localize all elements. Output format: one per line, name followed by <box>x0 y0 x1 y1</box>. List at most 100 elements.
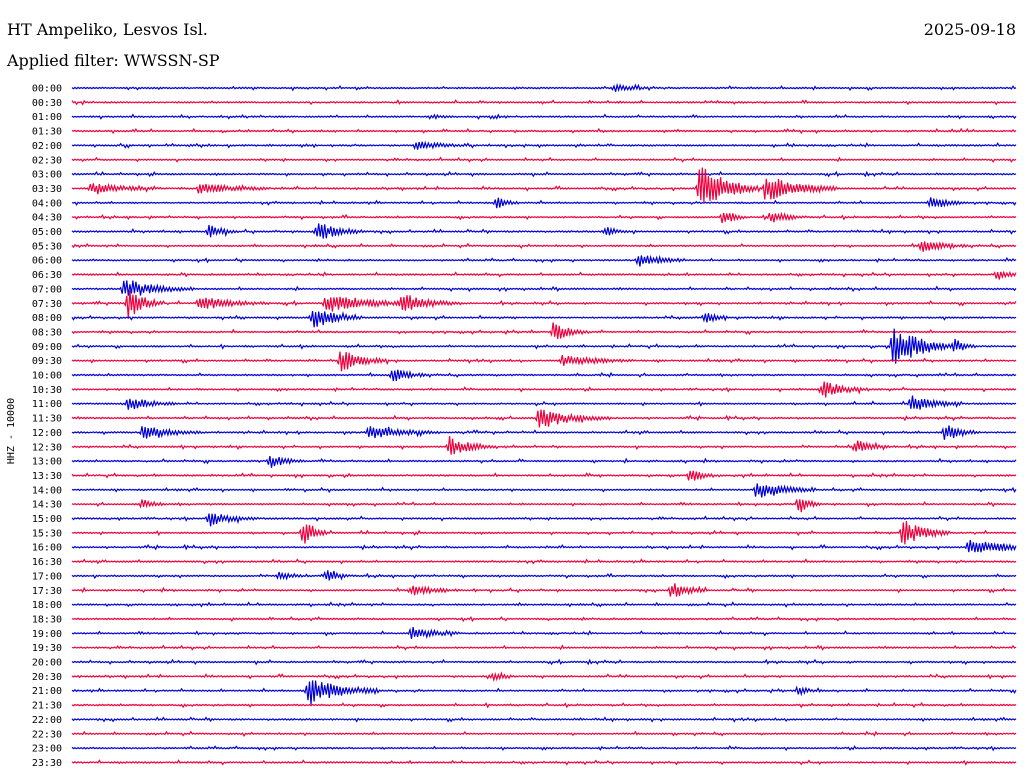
seismic-trace <box>71 499 1017 513</box>
seismic-trace <box>71 240 1017 252</box>
time-tick-label: 04:00 <box>32 198 62 209</box>
seismic-trace <box>71 156 1017 163</box>
seismic-trace <box>71 570 1017 581</box>
time-tick-label: 16:30 <box>32 557 62 568</box>
time-tick-label: 22:30 <box>32 729 62 740</box>
time-tick-label: 14:30 <box>32 500 62 511</box>
time-tick-label: 18:30 <box>32 614 62 625</box>
seismic-trace <box>71 127 1017 135</box>
time-tick-label: 10:00 <box>32 371 62 382</box>
time-tick-label: 07:00 <box>32 284 62 295</box>
time-tick-label: 02:30 <box>32 155 62 166</box>
date-label: 2025-09-18 <box>923 20 1016 39</box>
seismic-trace <box>71 601 1017 608</box>
time-tick-label: 03:30 <box>32 184 62 195</box>
time-tick-label: 14:00 <box>32 485 62 496</box>
channel-label: HHZ - 10000 <box>5 397 17 465</box>
time-tick-label: 16:00 <box>32 543 62 554</box>
time-tick-label: 19:30 <box>32 643 62 654</box>
filter-label: Applied filter: WWSSN-SP <box>7 51 220 70</box>
seismic-trace <box>71 170 1017 178</box>
time-tick-label: 10:30 <box>32 385 62 396</box>
seismic-trace <box>71 539 1017 553</box>
seismic-trace <box>71 395 1017 410</box>
seismic-trace <box>71 513 1017 527</box>
seismic-trace <box>71 369 1017 382</box>
time-tick-label: 20:30 <box>32 672 62 683</box>
seismic-trace <box>71 322 1017 340</box>
seismic-trace <box>71 627 1017 640</box>
seismic-trace <box>71 583 1017 597</box>
seismic-trace <box>71 680 1017 705</box>
time-tick-label: 22:00 <box>32 715 62 726</box>
time-tick-label: 19:00 <box>32 629 62 640</box>
seismic-trace <box>71 197 1017 209</box>
time-tick-label: 17:00 <box>32 571 62 582</box>
time-tick-label: 11:00 <box>32 399 62 410</box>
seismic-trace <box>71 483 1017 498</box>
time-tick-label: 08:00 <box>32 313 62 324</box>
time-tick-label: 11:30 <box>32 414 62 425</box>
seismic-trace <box>71 671 1017 683</box>
seismic-trace <box>71 744 1017 752</box>
time-tick-label: 21:00 <box>32 686 62 697</box>
time-tick-label: 23:30 <box>32 758 62 769</box>
seismic-trace <box>71 140 1017 151</box>
time-tick-label: 13:00 <box>32 457 62 468</box>
seismic-trace <box>71 644 1017 651</box>
seismic-trace <box>71 254 1017 267</box>
seismic-trace <box>71 351 1017 372</box>
time-tick-label: 09:00 <box>32 342 62 353</box>
seismic-trace <box>71 409 1017 428</box>
time-tick-label: 21:30 <box>32 701 62 712</box>
time-tick-label: 12:30 <box>32 442 62 453</box>
time-tick-label: 02:00 <box>32 141 62 152</box>
seismic-trace <box>71 615 1017 623</box>
seismic-trace <box>71 716 1017 723</box>
seismic-trace <box>71 280 1017 296</box>
time-tick-label: 01:00 <box>32 112 62 123</box>
time-tick-label: 18:00 <box>32 600 62 611</box>
time-tick-label: 17:30 <box>32 586 62 597</box>
seismic-trace <box>71 658 1017 666</box>
seismic-trace <box>71 82 1017 93</box>
seismic-trace <box>71 558 1017 565</box>
time-tick-label: 03:00 <box>32 170 62 181</box>
time-tick-label: 01:30 <box>32 127 62 138</box>
time-tick-label: 15:30 <box>32 528 62 539</box>
seismic-trace <box>71 455 1017 468</box>
time-tick-labels: 00:00 00:30 01:00 01:30 02:00 02:30 03:00 03:30… <box>32 84 62 769</box>
seismic-trace <box>71 167 1017 203</box>
time-tick-label: 05:00 <box>32 227 62 238</box>
seismic-trace <box>71 521 1017 545</box>
time-tick-label: 12:00 <box>32 428 62 439</box>
seismic-trace <box>71 113 1017 121</box>
time-tick-label: 00:30 <box>32 98 62 109</box>
time-tick-label: 04:30 <box>32 213 62 224</box>
time-tick-label: 13:30 <box>32 471 62 482</box>
time-tick-label: 08:30 <box>32 327 62 338</box>
time-tick-label: 06:00 <box>32 256 62 267</box>
time-tick-label: 09:30 <box>32 356 62 367</box>
seismic-trace <box>71 99 1017 106</box>
time-tick-label: 00:00 <box>32 84 62 95</box>
seismic-trace <box>71 701 1017 709</box>
seismic-trace <box>71 425 1017 440</box>
seismic-trace <box>71 223 1017 239</box>
time-tick-label: 05:30 <box>32 241 62 252</box>
seismic-trace <box>71 211 1017 224</box>
seismic-trace <box>71 381 1017 398</box>
seismic-trace <box>71 470 1017 481</box>
time-tick-label: 15:00 <box>32 514 62 525</box>
seismic-trace <box>71 310 1017 328</box>
time-tick-label: 07:30 <box>32 299 62 310</box>
seismic-trace <box>71 759 1017 766</box>
station-title: HT Ampeliko, Lesvos Isl. <box>7 20 208 39</box>
time-tick-label: 20:00 <box>32 658 62 669</box>
seismic-trace <box>71 435 1017 455</box>
seismic-trace <box>71 270 1017 280</box>
time-tick-label: 23:00 <box>32 744 62 755</box>
seismic-trace <box>71 328 1017 364</box>
seismic-trace <box>71 290 1017 319</box>
